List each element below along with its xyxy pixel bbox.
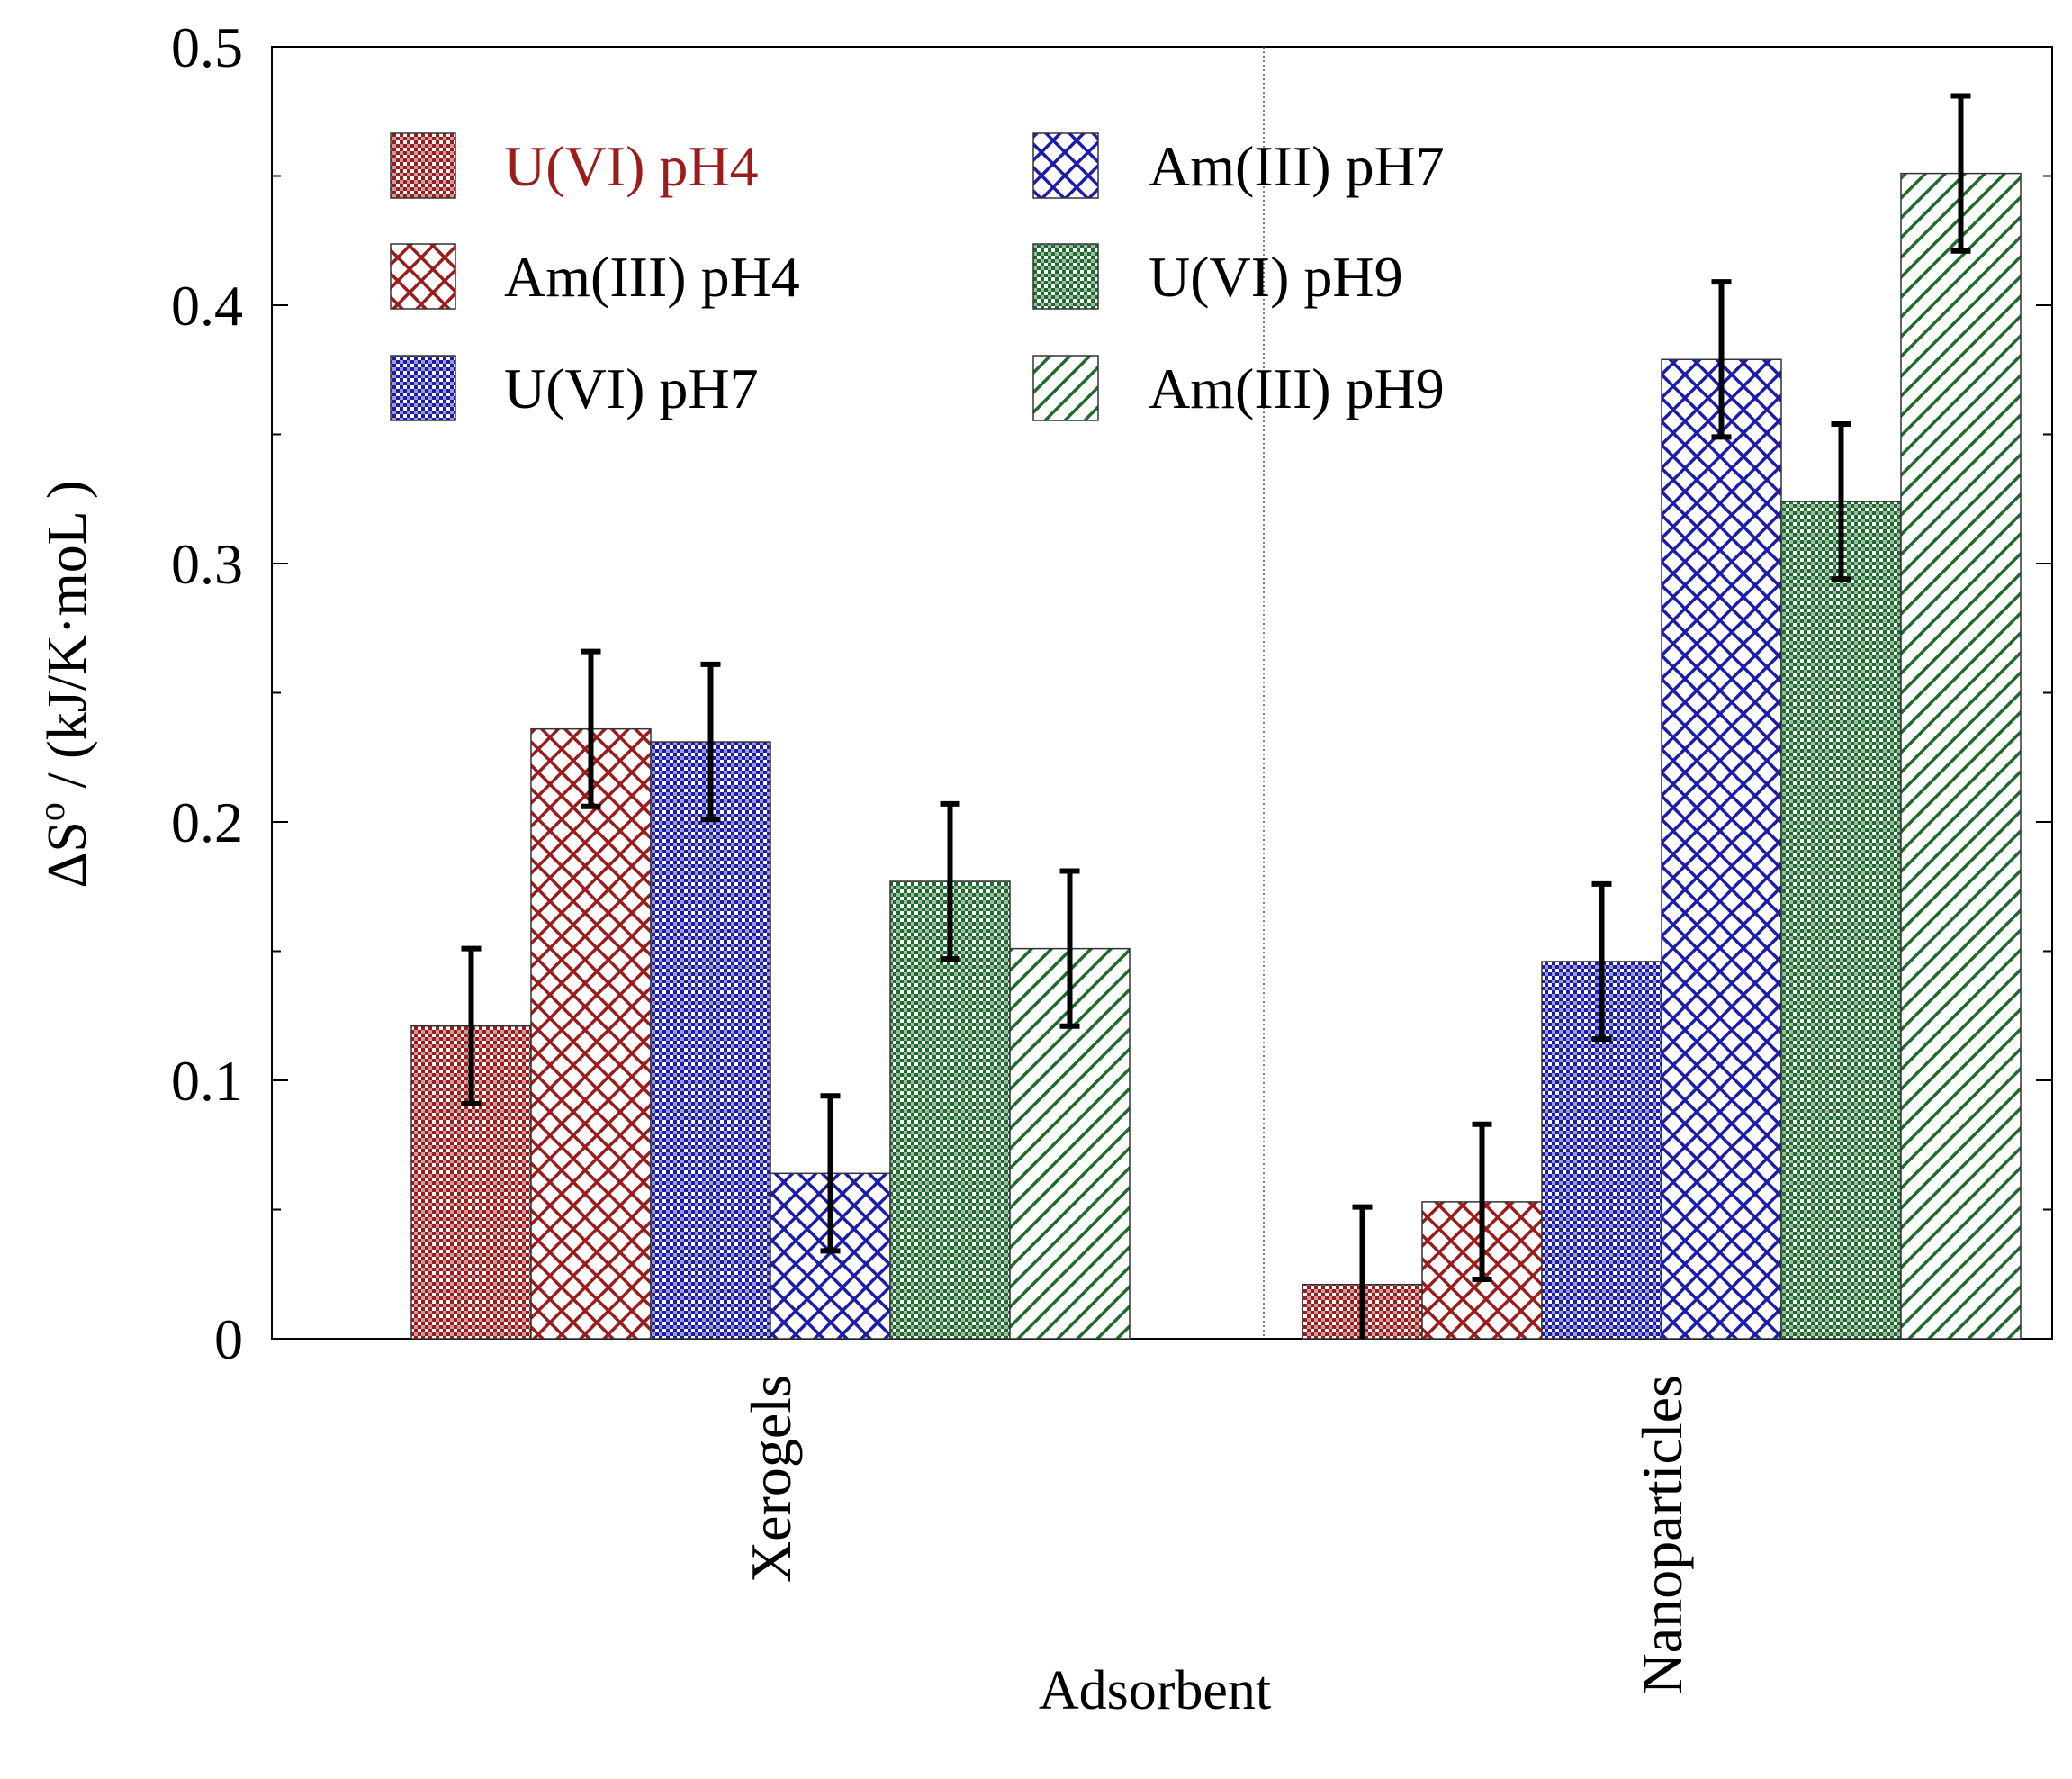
svg-text:Am(III) pH9: Am(III) pH9	[1149, 357, 1445, 420]
legend-item: U(VI) pH4	[390, 132, 759, 199]
y-tick-label: 0	[214, 1307, 243, 1371]
y-tick-label: 0.4	[171, 274, 243, 338]
bar-xerogels-2	[650, 741, 771, 1340]
error-bar-xerogels-1	[581, 648, 601, 809]
y-tick-label: 0.5	[171, 15, 243, 79]
x-tick-label: Xerogels	[739, 1375, 803, 1583]
error-bar-nanoparticles-4	[1831, 421, 1851, 582]
error-bar-xerogels-3	[820, 1093, 841, 1254]
error-bar-nanoparticles-3	[1711, 279, 1732, 440]
x-axis-title: Adsorbent	[1039, 1660, 1271, 1721]
svg-text:U(VI) pH4: U(VI) pH4	[504, 134, 759, 198]
y-tick-label: 0.1	[171, 1049, 243, 1113]
error-bar-nanoparticles-1	[1472, 1121, 1492, 1282]
bar-nanoparticles-5	[1900, 172, 2022, 1340]
error-bar-nanoparticles-0	[1352, 1204, 1373, 1339]
legend-item: Am(III) pH7	[1032, 132, 1445, 199]
bar-nanoparticles-3	[1661, 358, 1782, 1340]
error-bar-group	[461, 93, 1971, 1339]
error-bar-nanoparticles-5	[1950, 93, 1971, 254]
error-bar-nanoparticles-2	[1591, 880, 1612, 1043]
y-tick-label: 0.3	[171, 532, 243, 596]
legend-item: Am(III) pH4	[390, 243, 800, 310]
svg-text:U(VI) pH7: U(VI) pH7	[504, 357, 759, 420]
y-axis: 0 0.1 0.2 0.3 0.4 0.5	[171, 15, 2052, 1371]
error-bar-xerogels-4	[940, 800, 960, 962]
svg-text:Am(III) pH4: Am(III) pH4	[504, 245, 800, 309]
legend: U(VI) pH4 Am(III) pH4 U(VI) pH7 Am(III) pH7…	[390, 132, 1445, 421]
svg-text:U(VI) pH9: U(VI) pH9	[1149, 245, 1403, 309]
bar-xerogels-1	[530, 727, 652, 1340]
legend-item: Am(III) pH9	[1032, 355, 1445, 421]
x-axis: Xerogels Nanoparticles	[739, 1375, 1694, 1694]
error-bar-xerogels-0	[461, 945, 482, 1106]
bar-nanoparticles-4	[1780, 501, 1902, 1340]
svg-text:Am(III) pH7: Am(III) pH7	[1149, 134, 1445, 198]
y-axis-title: ΔSo / (kJ/K·moL )	[32, 481, 98, 889]
error-bar-xerogels-5	[1059, 868, 1080, 1029]
y-tick-label: 0.2	[171, 790, 243, 854]
bar-group	[410, 172, 2022, 1340]
error-bar-xerogels-2	[700, 661, 721, 823]
x-tick-label: Nanoparticles	[1630, 1375, 1694, 1694]
legend-item: U(VI) pH7	[390, 355, 759, 421]
legend-item: U(VI) pH9	[1032, 243, 1403, 310]
